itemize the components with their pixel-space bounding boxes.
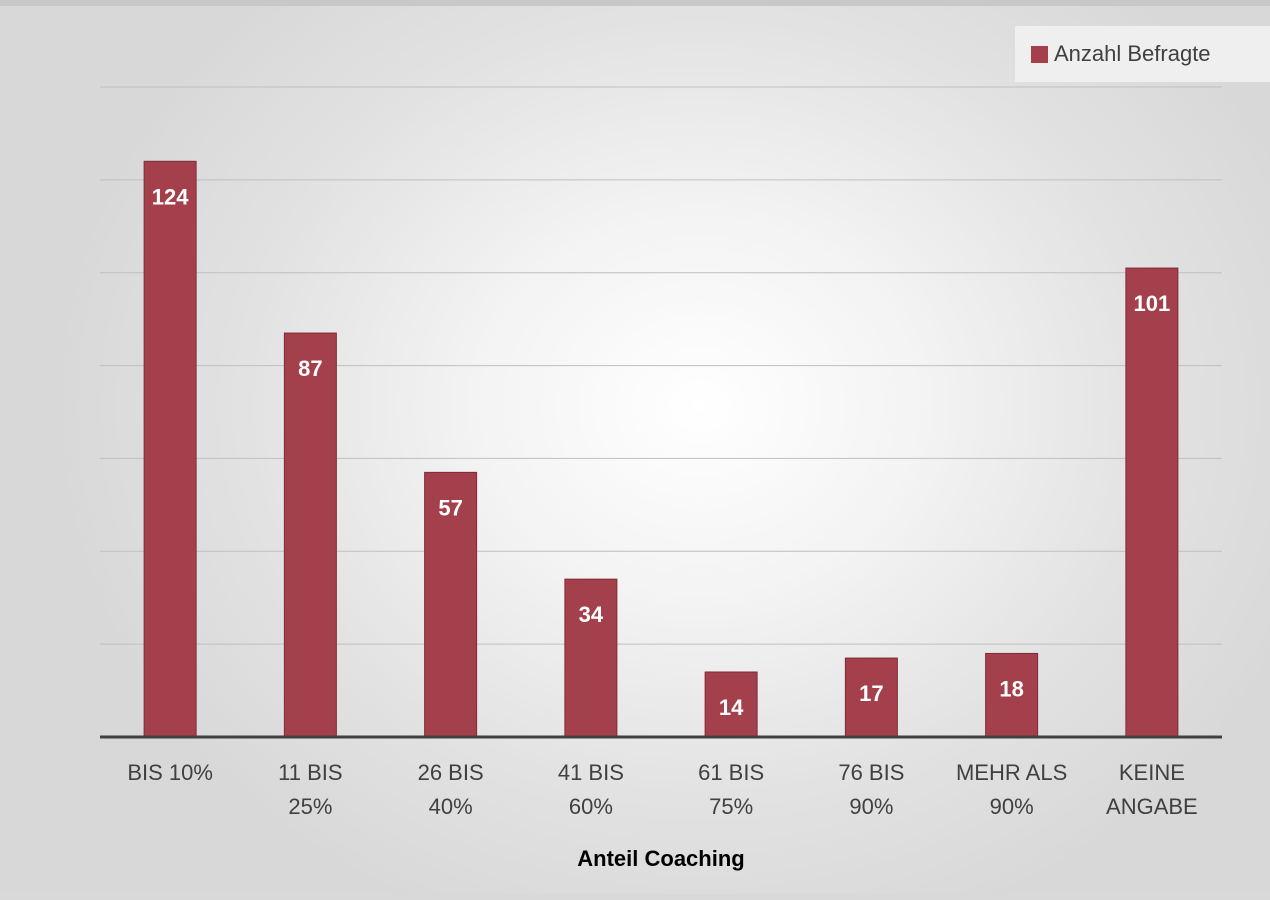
x-tick-label: 60% — [569, 794, 613, 819]
x-tick-label: KEINE — [1119, 760, 1185, 785]
x-tick-label: MEHR ALS — [956, 760, 1067, 785]
bar — [564, 578, 618, 738]
x-tick-label: 25% — [288, 794, 332, 819]
x-tick-label: 76 BIS — [838, 760, 904, 785]
bar — [1125, 267, 1179, 738]
x-tick-label: 90% — [990, 794, 1034, 819]
legend-swatch — [1031, 45, 1048, 63]
x-tick-label: 61 BIS — [698, 760, 764, 785]
bar — [143, 160, 197, 738]
x-tick-label: 11 BIS — [278, 760, 342, 785]
data-label: 34 — [579, 602, 604, 627]
x-tick-label: BIS 10% — [127, 760, 213, 785]
bar — [844, 657, 898, 738]
x-tick-label: 90% — [849, 794, 893, 819]
bar-chart: 124 BIS 10% 87 11 BIS 25% 57 26 BIS 40% 34 41 BIS… — [100, 86, 1222, 871]
data-label: 18 — [999, 676, 1023, 701]
x-tick-label: 40% — [429, 794, 473, 819]
x-axis-title: Anteil Coaching — [577, 846, 744, 871]
x-tick-label: 41 BIS — [558, 760, 624, 785]
x-tick-label: 75% — [709, 794, 753, 819]
data-label: 14 — [719, 695, 744, 720]
data-label: 101 — [1134, 291, 1171, 316]
x-tick-label: 26 BIS — [418, 760, 484, 785]
bar — [704, 671, 758, 738]
data-label: 57 — [438, 495, 462, 520]
bar — [283, 332, 337, 738]
x-tick-label: ANGABE — [1106, 794, 1198, 819]
data-label: 87 — [298, 356, 322, 381]
data-label: 124 — [152, 184, 189, 209]
legend-label: Anzahl Befragte — [1054, 41, 1211, 66]
data-label: 17 — [859, 681, 883, 706]
legend: Anzahl Befragte — [1015, 26, 1270, 82]
bar — [985, 652, 1039, 738]
